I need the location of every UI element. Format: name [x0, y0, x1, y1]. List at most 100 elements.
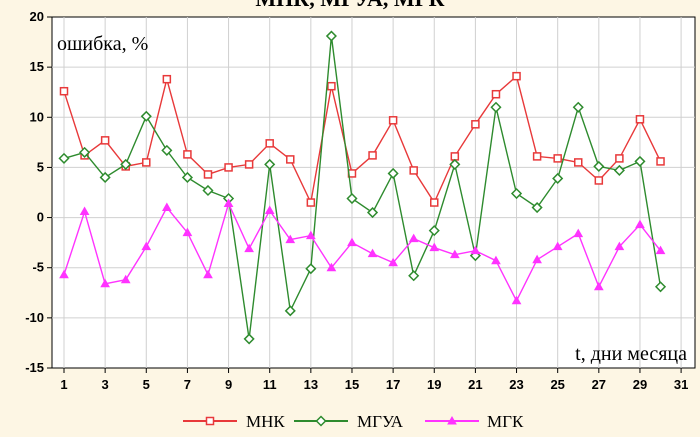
data-point-square	[656, 157, 665, 166]
data-point-triangle	[447, 415, 457, 425]
data-point-square	[491, 89, 501, 99]
data-point-diamond	[428, 225, 440, 237]
y-axis-label: ошибка, %	[57, 33, 148, 55]
data-point-square	[532, 152, 542, 161]
x-tick-label: 1	[60, 377, 67, 392]
data-point-square	[306, 198, 316, 207]
series-line	[63, 201, 662, 303]
x-tick-label: 27	[592, 377, 606, 392]
data-point-square	[512, 71, 521, 81]
data-point-square	[162, 74, 172, 84]
data-point-triangle	[182, 227, 193, 237]
series-line	[63, 36, 662, 340]
data-point-diamond	[449, 158, 461, 170]
series-lines	[58, 30, 667, 345]
data-point-triangle	[79, 206, 90, 216]
legend-label: МНК	[246, 412, 285, 431]
data-point-square	[450, 152, 460, 161]
data-point-diamond	[654, 281, 667, 293]
data-point-square	[594, 176, 604, 185]
data-point-triangle	[635, 219, 645, 229]
x-tick-label: 25	[550, 377, 564, 392]
data-point-triangle	[367, 248, 378, 258]
y-tick-label: 5	[37, 159, 44, 174]
data-point-diamond	[593, 160, 605, 172]
data-point-triangle	[285, 234, 296, 244]
data-point-square	[183, 150, 192, 159]
y-tick-label: -10	[25, 310, 44, 325]
data-point-diamond	[99, 171, 111, 184]
data-point-triangle	[470, 245, 481, 255]
legend-label: МГУА	[357, 412, 404, 431]
x-tick-label: 15	[345, 377, 359, 392]
data-point-diamond	[305, 263, 317, 275]
grid-lines	[52, 17, 695, 368]
y-tick-label: -15	[25, 360, 44, 375]
data-point-diamond	[387, 167, 399, 180]
x-tick-label: 17	[386, 377, 400, 392]
data-point-diamond	[120, 158, 132, 170]
data-point-triangle	[655, 245, 666, 255]
data-point-diamond	[408, 270, 420, 282]
x-tick-label: 13	[304, 377, 318, 392]
data-point-diamond	[202, 184, 214, 197]
data-point-triangle	[449, 249, 460, 259]
data-point-square	[203, 170, 213, 179]
data-point-square	[100, 136, 110, 145]
data-point-diamond	[58, 152, 70, 164]
data-point-triangle	[223, 198, 234, 208]
data-point-square	[635, 115, 645, 124]
legend: МНК МГУА МГК	[183, 412, 524, 431]
y-tick-label: 10	[30, 109, 44, 124]
data-point-triangle	[408, 233, 419, 243]
x-tick-label: 19	[427, 377, 441, 392]
data-point-diamond	[161, 144, 173, 156]
y-tick-label: -5	[32, 260, 44, 275]
x-tick-label: 9	[225, 377, 232, 392]
x-tick-label: 7	[184, 377, 191, 392]
data-point-square	[471, 120, 480, 129]
data-point-square	[244, 160, 254, 169]
x-tick-label: 3	[102, 377, 109, 392]
data-point-triangle	[100, 278, 111, 288]
data-point-square	[327, 81, 336, 91]
data-point-square	[368, 151, 377, 160]
data-point-triangle	[614, 241, 625, 251]
chart-title: МНК, МГУА, МГК	[0, 0, 700, 12]
plot-area	[51, 16, 696, 369]
data-point-triangle	[552, 241, 563, 251]
data-point-square	[430, 198, 439, 207]
data-point-square	[574, 158, 583, 167]
x-tick-label: 11	[263, 377, 277, 392]
data-point-square	[615, 154, 624, 163]
data-point-diamond	[79, 146, 91, 158]
x-axis-label: t, дни месяца	[575, 343, 687, 365]
x-tick-label: 29	[633, 377, 647, 392]
y-tick-label: 15	[30, 59, 44, 74]
data-point-triangle	[244, 243, 254, 253]
data-point-diamond	[531, 201, 543, 214]
data-point-triangle	[511, 295, 522, 305]
data-point-square	[409, 166, 418, 175]
data-point-triangle	[120, 274, 131, 284]
data-point-triangle	[429, 242, 440, 252]
x-tick-label: 5	[143, 377, 150, 392]
x-tick-label: 23	[509, 377, 523, 392]
data-point-triangle	[532, 254, 542, 264]
data-point-square	[265, 139, 274, 148]
series-diamond	[58, 30, 667, 345]
series-square	[59, 71, 665, 207]
data-point-diamond	[243, 333, 255, 345]
data-point-diamond	[572, 101, 584, 113]
data-point-diamond	[490, 101, 502, 113]
data-point-triangle	[264, 205, 275, 215]
data-point-square	[388, 116, 398, 125]
data-point-diamond	[315, 415, 327, 427]
data-point-square	[59, 86, 69, 96]
y-tick-label: 0	[37, 210, 44, 225]
data-point-diamond	[510, 187, 523, 200]
data-point-square	[553, 154, 562, 163]
data-point-diamond	[325, 30, 337, 42]
